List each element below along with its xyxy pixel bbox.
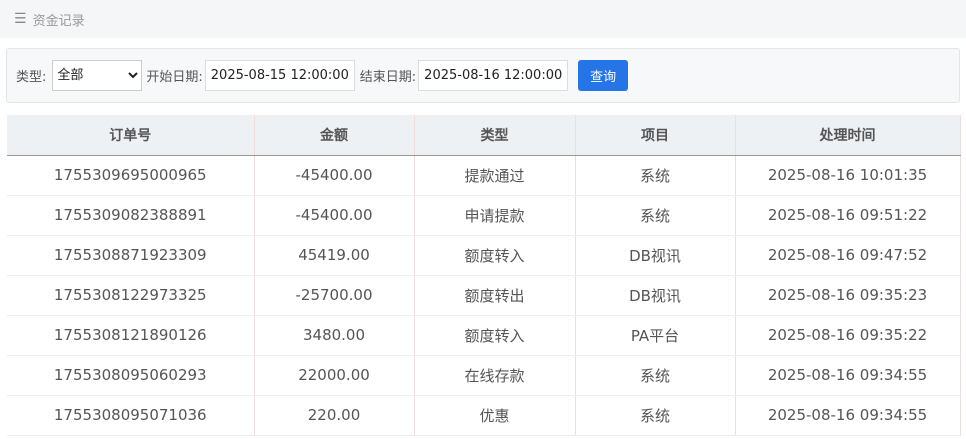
amount-cell: 22000.00 [254,355,415,396]
table-row: 1755309695000965 -45400.00 提款通过 系统 2025-08-1… [7,155,961,196]
start-date-input[interactable] [204,60,355,91]
project-cell: 系统 [575,155,736,196]
time-cell: 2025-08-16 09:34:55 [735,355,961,396]
type-cell: 额度转入 [414,235,576,276]
time-cell: 2025-08-16 09:51:22 [735,195,961,236]
type-cell: 提款通过 [414,155,576,196]
end-date-input[interactable] [418,60,569,91]
time-cell: 2025-08-16 09:35:23 [735,275,961,316]
time-cell: 2025-08-16 10:01:35 [735,155,961,196]
order-id-cell: 1755309082388891 [7,195,255,236]
start-date-label: 开始日期: [146,70,203,85]
type-label: 类型: [16,70,47,85]
order-id-cell: 1755308095060293 [7,355,255,396]
order-id-cell: 1755308121890126 [7,315,255,356]
table-row: 1755308095071036 220.00 优惠 系统 2025-08-16 09:… [7,395,961,436]
time-cell: 2025-08-16 09:47:52 [735,235,961,276]
order-id-cell: 1755308871923309 [7,235,255,276]
table-row: 1755308121890126 3480.00 额度转入 PA平台 2025-08-1… [7,315,961,356]
type-cell: 在线存款 [414,355,576,396]
table-row: 1755308095060293 22000.00 在线存款 系统 2025-08-16… [7,355,961,396]
amount-cell: 45419.00 [254,235,415,276]
amount-cell: -45400.00 [254,195,415,236]
records-table: 订单号 金额 类型 项目 处理时间 1755309695000965 -45400… [7,115,961,436]
project-cell: 系统 [575,395,736,436]
type-cell: 额度转出 [414,275,576,316]
project-cell: DB视讯 [575,275,736,316]
column-header: 订单号 [7,115,255,156]
column-header: 金额 [254,115,415,156]
column-header: 类型 [414,115,576,156]
project-cell: 系统 [575,195,736,236]
order-id-cell: 1755309695000965 [7,155,255,196]
amount-cell: -45400.00 [254,155,415,196]
page-title: 资金记录 [32,13,85,29]
column-header: 处理时间 [735,115,961,156]
type-cell: 额度转入 [414,315,576,356]
hamburger-icon[interactable]: ☰ [14,11,27,27]
table-row: 1755309082388891 -45400.00 申请提款 系统 2025-08-1… [7,195,961,236]
filter-bar: 类型: 全部 开始日期: 结束日期: 查询 [6,48,960,103]
project-cell: PA平台 [575,315,736,356]
top-bar: ☰ 资金记录 [0,0,966,38]
end-date-label: 结束日期: [359,70,417,85]
column-header: 项目 [575,115,736,156]
type-select[interactable]: 全部 [52,60,143,91]
order-id-cell: 1755308122973325 [7,275,255,316]
type-cell: 优惠 [414,395,576,436]
table-header: 订单号 金额 类型 项目 处理时间 [7,115,961,156]
type-cell: 申请提款 [414,195,576,236]
amount-cell: 3480.00 [254,315,415,356]
table-row: 1755308871923309 45419.00 额度转入 DB视讯 2025-08-… [7,235,961,276]
query-button[interactable]: 查询 [578,60,629,91]
project-cell: DB视讯 [575,235,736,276]
time-cell: 2025-08-16 09:34:55 [735,395,961,436]
amount-cell: -25700.00 [254,275,415,316]
amount-cell: 220.00 [254,395,415,436]
time-cell: 2025-08-16 09:35:22 [735,315,961,356]
order-id-cell: 1755308095071036 [7,395,255,436]
project-cell: 系统 [575,355,736,396]
table-row: 1755308122973325 -25700.00 额度转出 DB视讯 2025-08… [7,275,961,316]
